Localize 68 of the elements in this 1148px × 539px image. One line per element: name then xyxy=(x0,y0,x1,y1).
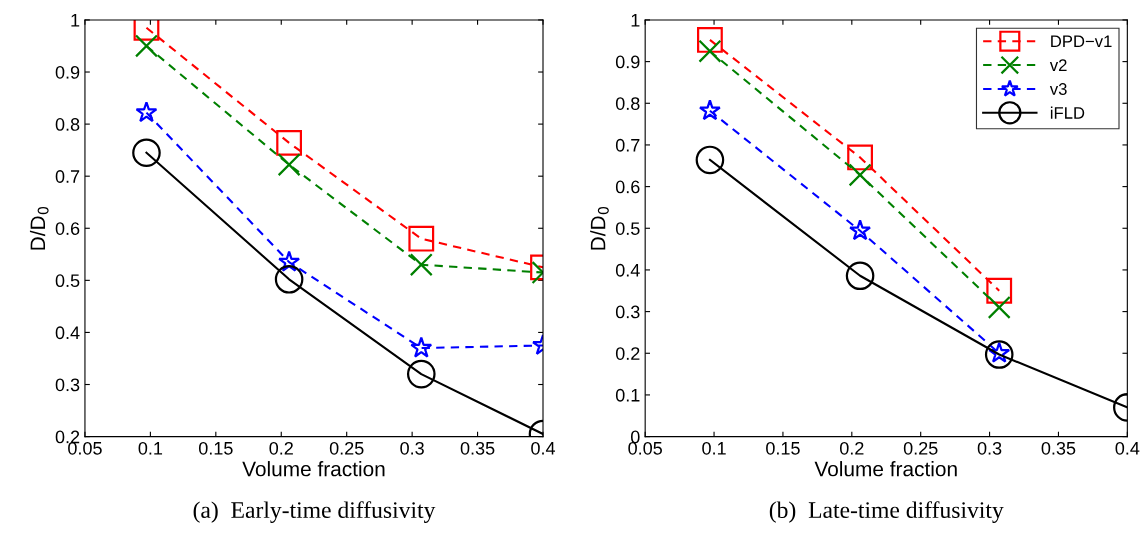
point xyxy=(274,265,304,294)
x-tick-label: 0.1 xyxy=(138,441,163,455)
y-tick-label: 1 xyxy=(631,14,640,27)
y-tick-label: 0.5 xyxy=(55,274,80,288)
point xyxy=(986,277,1013,304)
x-tick-label: 0.2 xyxy=(269,441,293,455)
legend-label: DPD−v1 xyxy=(1051,35,1112,48)
y-tick-label: 0.9 xyxy=(615,55,640,69)
point xyxy=(697,27,723,53)
legend-label: v3 xyxy=(1049,83,1067,95)
point xyxy=(698,39,722,63)
point xyxy=(695,145,725,175)
point xyxy=(409,253,433,277)
x-tick-label: 0.4 xyxy=(531,441,556,455)
x-tick-label: 0.25 xyxy=(329,441,364,455)
x-tick-label: 0.35 xyxy=(460,441,495,455)
x-axis-title: Volume fraction xyxy=(242,461,385,477)
y-axis-title: D/D$_{0}$ xyxy=(29,206,49,250)
y-tick-label: 0.8 xyxy=(55,118,80,131)
x-tick-label: 0.1 xyxy=(702,441,726,455)
point xyxy=(987,295,1011,319)
point xyxy=(845,261,875,291)
y-tick-label: 0.7 xyxy=(55,170,80,183)
text: (b) Late-time diffusivity xyxy=(769,501,1004,523)
y-tick-label: 0.9 xyxy=(55,65,80,79)
x-tick-label: 0.3 xyxy=(400,441,424,455)
point xyxy=(134,34,158,58)
point xyxy=(847,144,873,171)
point xyxy=(849,219,872,241)
x-tick-label: 0.3 xyxy=(977,441,1002,455)
x-tick-label: 0.4 xyxy=(1115,441,1140,455)
y-tick-label: 1 xyxy=(71,14,80,27)
point xyxy=(848,163,872,187)
point xyxy=(406,359,436,389)
x-tick-label: 0.2 xyxy=(839,441,864,455)
point xyxy=(698,99,721,121)
x-tick-label: 0.15 xyxy=(766,441,800,455)
y-tick-label: 0 xyxy=(630,430,640,444)
x-tick-label: 0.35 xyxy=(1041,441,1076,455)
y-tick-label: 0.7 xyxy=(615,138,640,152)
x-axis-title: Volume fraction xyxy=(814,461,957,477)
point xyxy=(277,153,301,177)
x-tick-label: 0.25 xyxy=(903,441,938,455)
point xyxy=(408,225,435,252)
point xyxy=(984,340,1014,369)
y-tick-label: 0.3 xyxy=(615,305,640,319)
y-tick-label: 0.4 xyxy=(55,326,80,340)
y-tick-label: 0.6 xyxy=(615,180,640,194)
point xyxy=(278,250,301,272)
y-tick-label: 0.5 xyxy=(615,222,640,235)
point xyxy=(132,138,161,168)
y-tick-label: 0.1 xyxy=(615,388,640,402)
y-tick-label: 0.6 xyxy=(55,222,80,235)
y-tick-label: 0.2 xyxy=(55,430,80,444)
legend-label: v2 xyxy=(1049,59,1067,71)
y-tick-label: 0.8 xyxy=(615,97,640,110)
text: (a) Early-time diffusivity xyxy=(193,501,436,523)
y-tick-label: 0.3 xyxy=(55,378,80,392)
legend-label: iFLD xyxy=(1050,106,1085,119)
point xyxy=(135,101,158,123)
point xyxy=(276,129,303,156)
y-tick-label: 0.4 xyxy=(615,263,640,277)
x-tick-label: 0.05 xyxy=(68,441,102,455)
x-tick-label: 0.15 xyxy=(198,441,233,455)
point xyxy=(410,336,433,358)
y-tick-label: 0.2 xyxy=(615,347,640,360)
x-tick-label: 0.05 xyxy=(628,441,662,455)
y-axis-title: D/D$_{0}$ xyxy=(590,206,609,250)
